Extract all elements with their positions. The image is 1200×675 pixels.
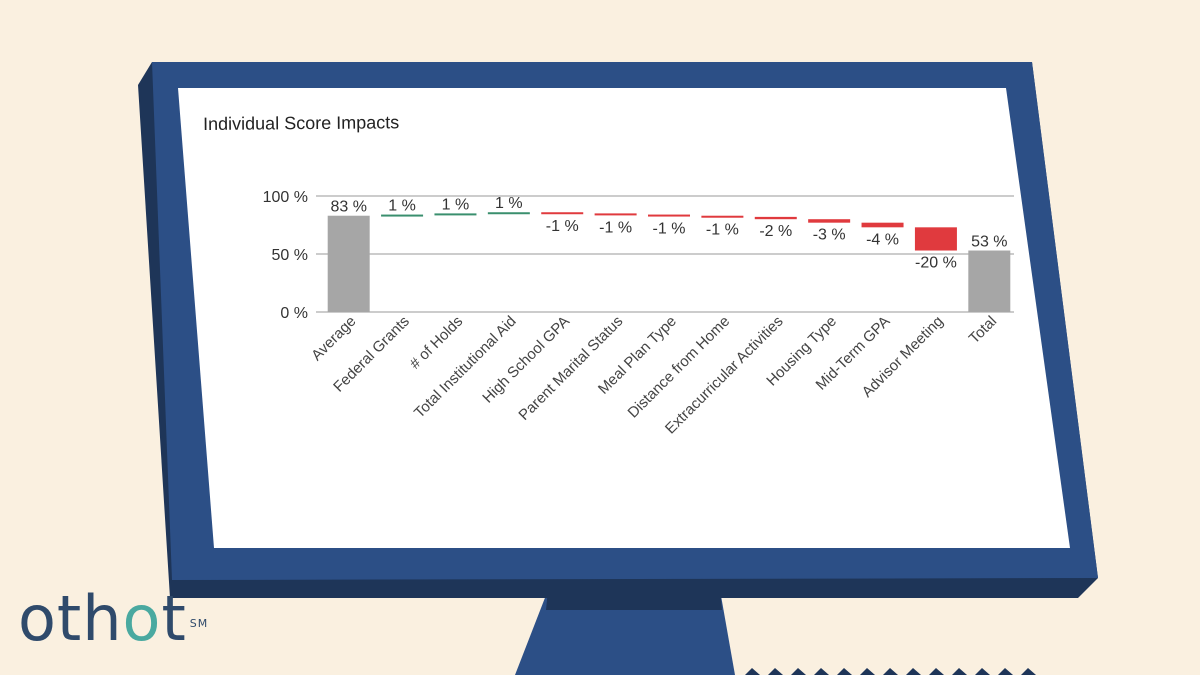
monitor-stand xyxy=(515,590,735,675)
data-label: 83 % xyxy=(330,199,366,216)
data-labels: 83 % 1 % 1 % 1 % -1 % -1 % -1 % -1 % -2 % -3 % -4 … xyxy=(330,195,1007,271)
bar-12 xyxy=(968,250,1011,312)
data-label: -20 % xyxy=(915,255,957,272)
bar-8 xyxy=(754,216,797,220)
data-label: -3 % xyxy=(813,227,846,244)
logo-service-mark: SM xyxy=(189,617,209,630)
bar-1 xyxy=(381,214,424,217)
bar-7 xyxy=(701,215,744,218)
bar-0 xyxy=(327,215,370,312)
bar-9 xyxy=(808,219,851,223)
keyboard-edge xyxy=(745,668,1036,675)
logo-text-accent: o xyxy=(122,582,162,655)
data-label: -1 % xyxy=(599,219,632,236)
bar-4 xyxy=(541,212,584,215)
logo-text-main: oth xyxy=(18,582,123,655)
data-label: -2 % xyxy=(759,223,792,240)
data-label: 1 % xyxy=(495,195,523,212)
bar-3 xyxy=(487,212,530,215)
bar-6 xyxy=(648,214,690,217)
y-tick-label: 0 % xyxy=(280,305,308,322)
chart-grid xyxy=(316,195,1014,313)
y-tick-label: 50 % xyxy=(272,247,308,264)
bar-5 xyxy=(594,213,637,216)
bar-10 xyxy=(861,222,904,228)
data-label: 53 % xyxy=(971,234,1007,251)
data-label: -1 % xyxy=(653,221,686,238)
y-tick-label: 100 % xyxy=(263,189,308,206)
data-label: -4 % xyxy=(866,231,899,248)
chart-title: Individual Score Impacts xyxy=(203,112,400,134)
data-label: 1 % xyxy=(388,198,416,215)
y-axis-ticks: 100 % 50 % 0 % xyxy=(263,189,308,322)
data-label: 1 % xyxy=(442,196,470,213)
monitor-screen xyxy=(178,88,1070,548)
bar-11 xyxy=(914,227,957,251)
data-label: -1 % xyxy=(706,222,739,239)
data-label: -1 % xyxy=(546,218,579,235)
othot-logo: othot SM xyxy=(18,588,208,650)
bar-2 xyxy=(434,213,477,216)
chart-bars xyxy=(327,212,1011,312)
logo-text-end: t xyxy=(161,582,187,655)
